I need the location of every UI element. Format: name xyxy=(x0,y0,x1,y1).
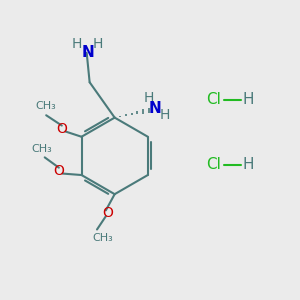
Text: CH₃: CH₃ xyxy=(36,101,57,111)
Text: H: H xyxy=(93,37,103,51)
Text: O: O xyxy=(56,122,67,136)
Text: H: H xyxy=(243,157,254,172)
Text: N: N xyxy=(82,45,94,60)
Text: N: N xyxy=(148,101,161,116)
Text: Cl: Cl xyxy=(206,157,221,172)
Text: H: H xyxy=(243,92,254,107)
Text: H: H xyxy=(160,108,170,122)
Text: CH₃: CH₃ xyxy=(92,233,113,243)
Text: O: O xyxy=(53,164,64,178)
Text: H: H xyxy=(143,91,154,105)
Text: O: O xyxy=(102,206,113,220)
Text: H: H xyxy=(72,37,83,51)
Text: Cl: Cl xyxy=(206,92,221,107)
Text: CH₃: CH₃ xyxy=(32,143,52,154)
